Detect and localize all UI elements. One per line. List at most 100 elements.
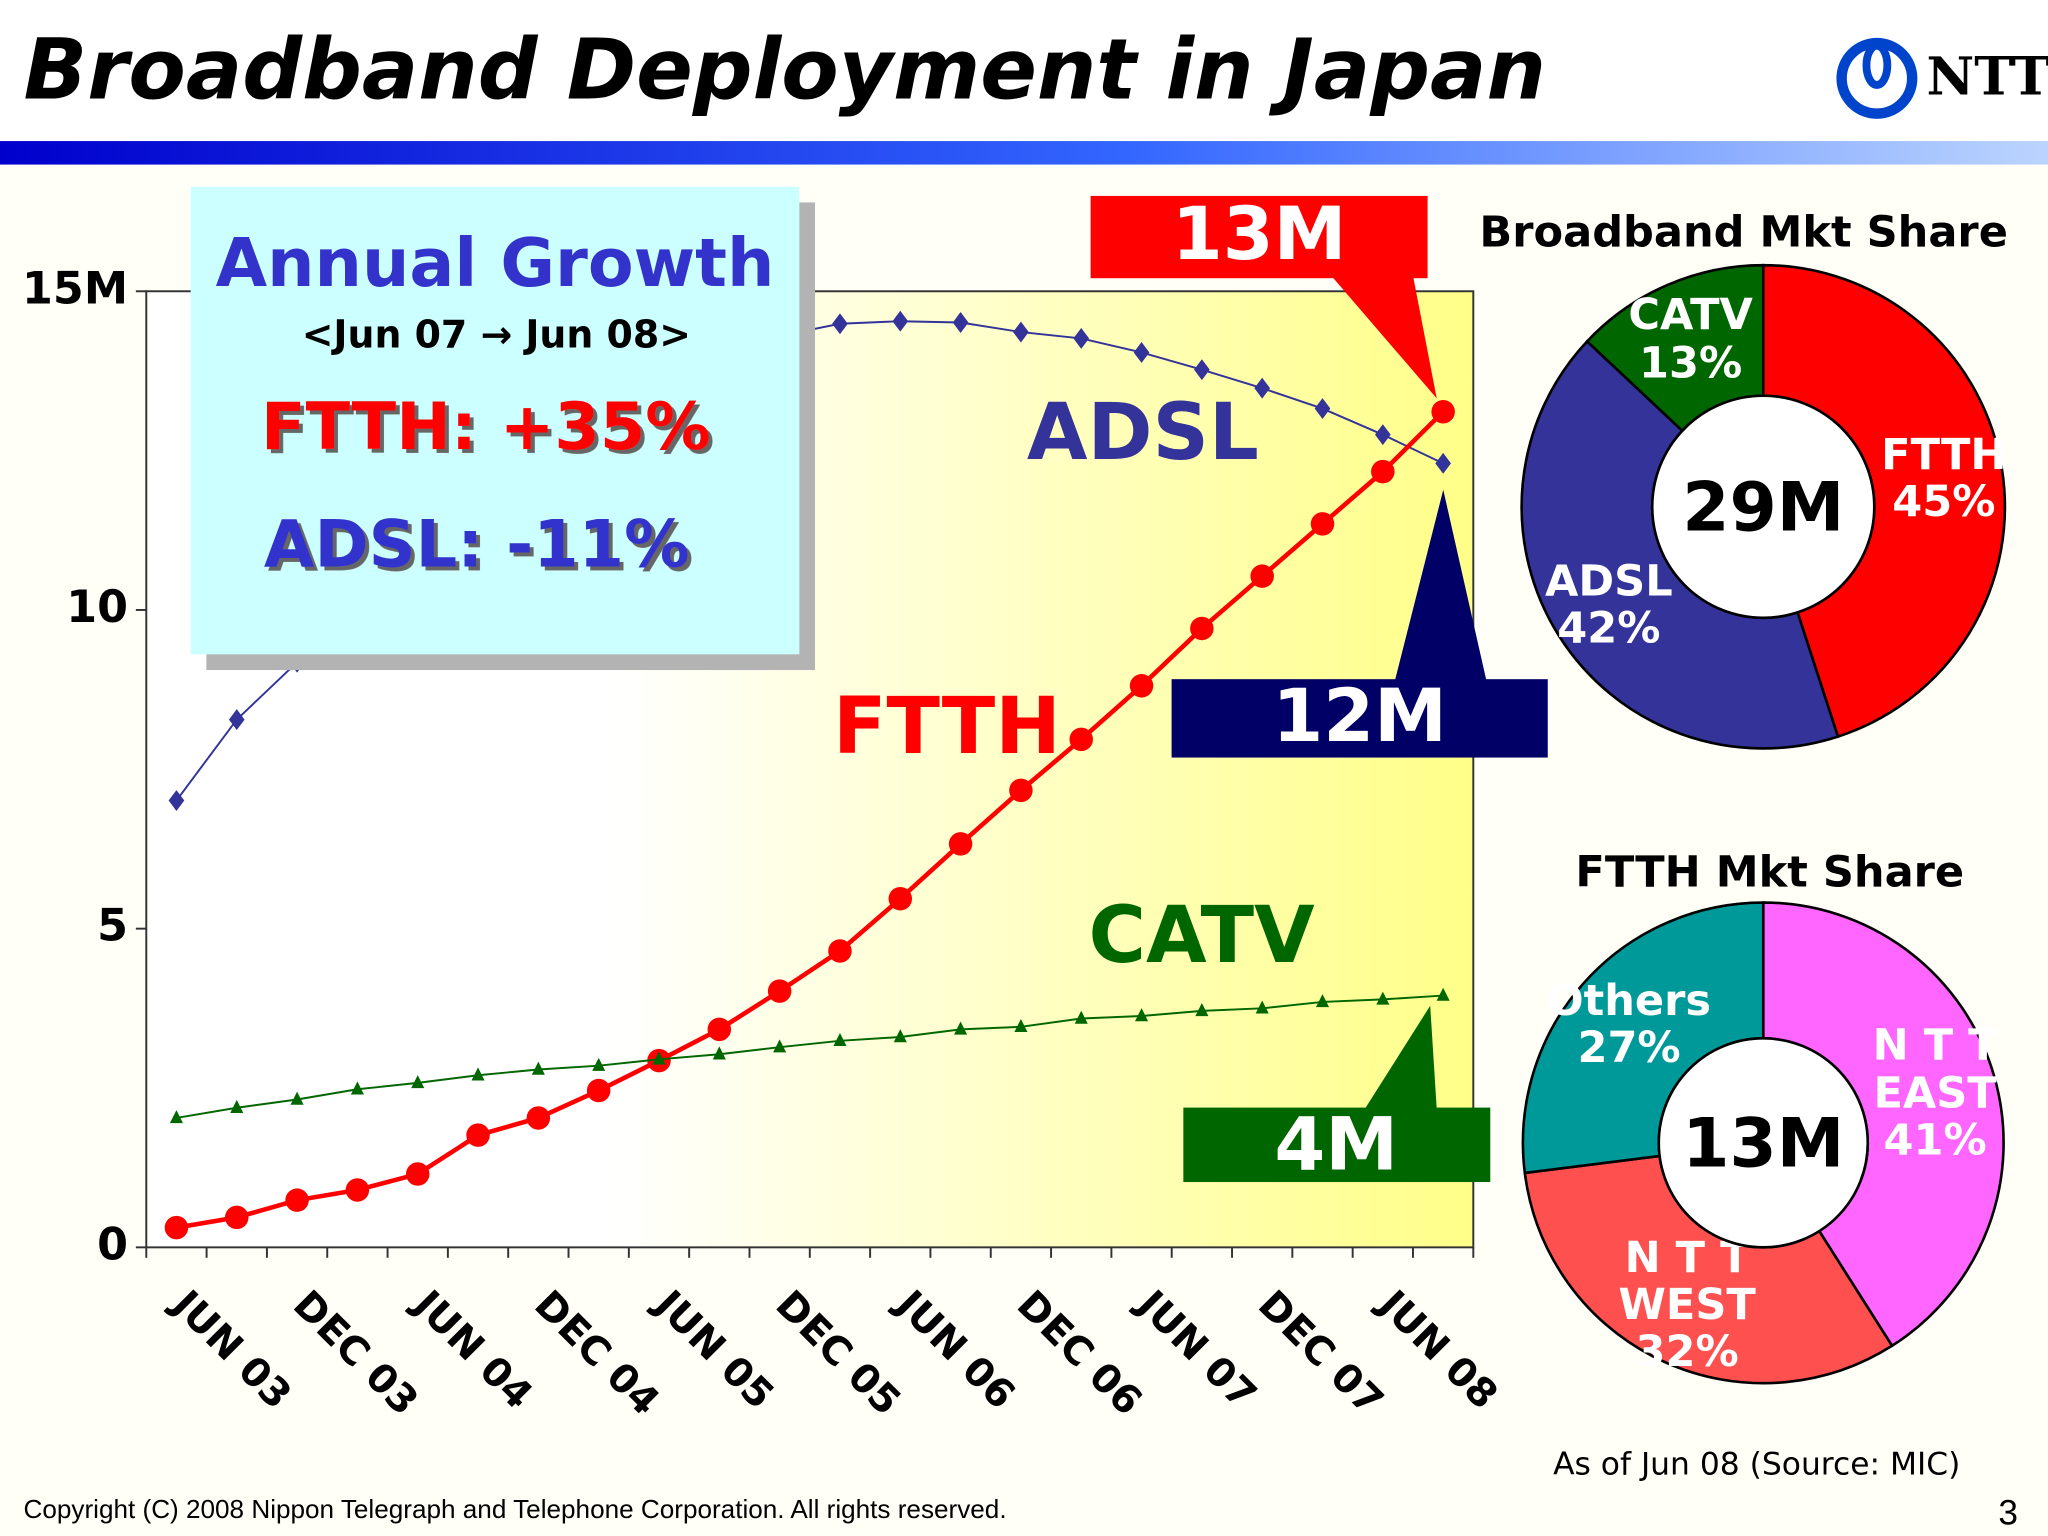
data-label: 4M [1274, 1102, 1398, 1187]
marker [411, 1075, 425, 1089]
marker [652, 1051, 666, 1065]
series-label: FTTH [833, 681, 1061, 772]
marker [169, 1110, 183, 1124]
marker [1129, 674, 1154, 698]
series-line [176, 410, 1445, 1230]
marker [1435, 452, 1451, 474]
y-tick-label: 10 [66, 582, 128, 633]
callout-box [1090, 195, 1428, 279]
data-label: 13M [1172, 192, 1347, 277]
callout-box [1171, 679, 1548, 758]
marker [888, 886, 913, 911]
slice-value: 41% [1883, 1114, 1987, 1165]
pie-hole [1650, 394, 1876, 620]
marker [225, 1205, 249, 1230]
marker [1195, 1003, 1209, 1017]
marker [345, 1178, 370, 1202]
marker [1013, 321, 1029, 343]
slice-value: 42% [1557, 602, 1661, 654]
logo-loop [1862, 41, 1892, 89]
marker [586, 1078, 611, 1103]
marker [954, 1021, 968, 1035]
pie-center-label: 13M [1682, 1105, 1844, 1184]
pie-title: FTTH Mkt Share [1575, 848, 1964, 898]
slice-label-box: N T T EAST 41% [1791, 1001, 2048, 1184]
slice-label-box: Others 27% [1485, 933, 1772, 1116]
marker [168, 790, 185, 811]
marker [1009, 778, 1033, 803]
marker [1315, 994, 1330, 1008]
y-tick-label: 5 [97, 901, 128, 952]
header-band [0, 141, 2048, 165]
marker [1310, 512, 1335, 536]
marker [1135, 1008, 1149, 1022]
callout-box [1183, 1107, 1491, 1183]
series-label: ADSL [1027, 387, 1259, 478]
marker [767, 979, 792, 1003]
marker [1190, 616, 1214, 641]
header-bg [0, 0, 2048, 142]
marker [1133, 342, 1150, 363]
marker [773, 1039, 787, 1053]
marker [592, 1057, 606, 1071]
annotation-bg [190, 186, 800, 655]
logo-text: NTT [1927, 46, 2048, 107]
marker [471, 1067, 485, 1081]
copyright: Copyright (C) 2008 Nippon Telegraph and … [24, 1494, 1007, 1524]
marker [1371, 459, 1395, 484]
marker [833, 1032, 847, 1047]
marker [164, 1215, 189, 1240]
pie-center-label: 29M [1682, 469, 1844, 548]
slice-label-box: CATV 13% [1547, 248, 1834, 431]
marker [1069, 727, 1093, 752]
callout-pointer [1332, 276, 1437, 399]
slice-value: 45% [1892, 475, 1996, 527]
slice-name: ADSL [1545, 554, 1673, 606]
callout-pointer [1364, 1005, 1437, 1109]
slice-value: 27% [1577, 1021, 1681, 1073]
callout-pointer [1394, 489, 1487, 681]
marker [1074, 1010, 1088, 1024]
slice-value: 32% [1635, 1325, 1739, 1377]
slice-name: N T T EAST [1872, 1019, 1998, 1118]
annotation-box: Annual Growth <Jun 07 → Jun 08> FTTH: +3… [190, 186, 816, 671]
marker [712, 1046, 726, 1060]
series-line [176, 994, 1444, 1119]
marker [828, 939, 852, 963]
y-tick-label: 0 [97, 1219, 128, 1270]
annotation-subtitle: <Jun 07 → Jun 08> [302, 312, 691, 356]
marker [350, 1081, 364, 1095]
marker [1374, 424, 1391, 446]
page-number: 3 [1998, 1493, 2018, 1532]
annotation-line: ADSL: -11% [264, 507, 690, 583]
marker [948, 832, 973, 856]
marker [466, 1123, 490, 1147]
marker [1014, 1018, 1028, 1033]
slice-label-box: FTTH 45% [1800, 387, 2048, 570]
pie-hole [1657, 1037, 1870, 1249]
marker [1376, 991, 1390, 1005]
slice-name: CATV [1628, 288, 1753, 340]
annotation-line: FTTH: +35% [261, 389, 711, 465]
marker [230, 1099, 244, 1113]
annotation-title: Annual Growth [216, 224, 775, 302]
data-label: 12M [1272, 674, 1447, 759]
slice-name: N T T WEST [1618, 1231, 1756, 1330]
marker [1255, 1000, 1269, 1014]
series-label: CATV [1089, 890, 1316, 981]
marker [531, 1061, 545, 1075]
marker [1314, 398, 1331, 419]
marker [290, 1091, 304, 1105]
marker [405, 1162, 430, 1186]
slice-name: FTTH [1881, 428, 2007, 480]
marker [1250, 564, 1274, 588]
slice-value: 13% [1639, 336, 1743, 388]
slice-label-box: ADSL 42% [1465, 513, 1752, 696]
logo: NTT [1836, 37, 2048, 119]
source-note: As of Jun 08 (Source: MIC) [1553, 1446, 1960, 1482]
